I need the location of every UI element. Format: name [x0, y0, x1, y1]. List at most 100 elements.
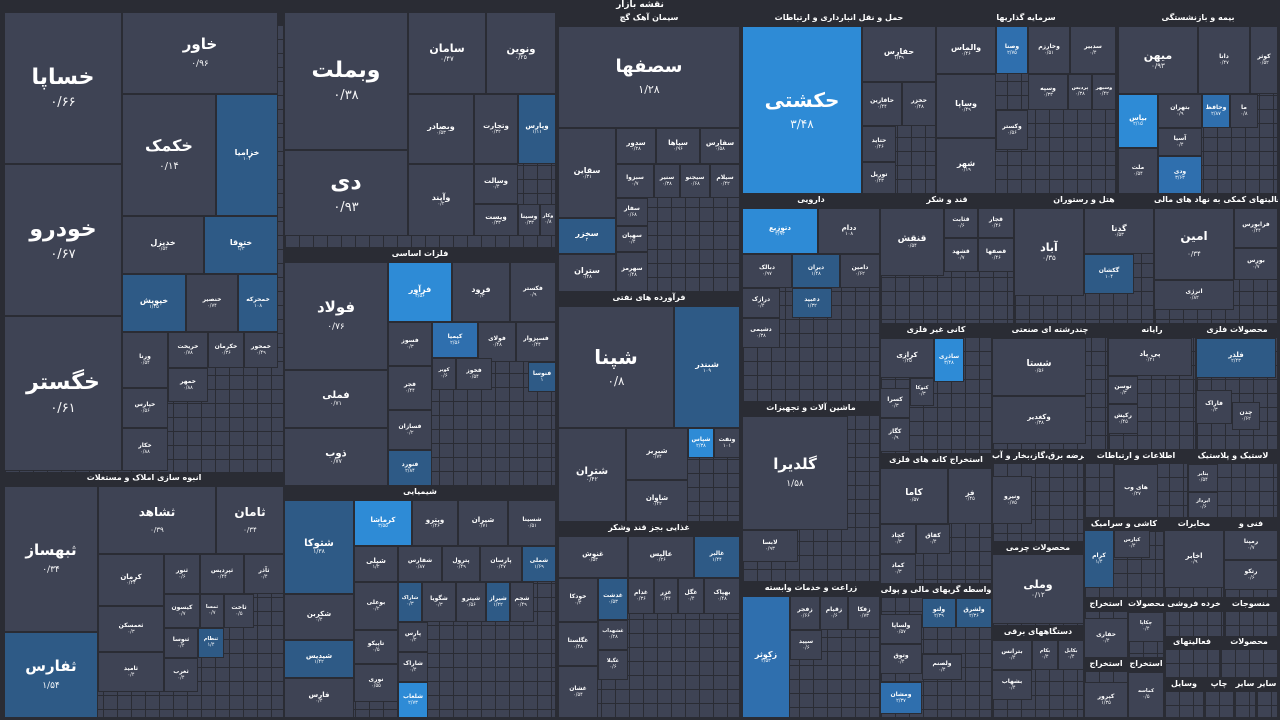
stock-tile[interactable]: دشیمی ۰/۳۸	[742, 318, 780, 348]
stock-tile[interactable]: بکام ۰/۴	[1032, 640, 1058, 670]
stock-tile[interactable]: فرود ۰/۳	[452, 262, 510, 322]
stock-tile[interactable]: وتجارت ۰/۳۲	[474, 94, 518, 164]
stock-tile[interactable]: کچاد ۰/۳	[880, 524, 916, 554]
stock-tile[interactable]: فرآور ۳/۵۶	[388, 262, 452, 322]
stock-tile[interactable]: غشان ۰/۵۴	[558, 666, 598, 718]
stock-tile[interactable]: کیمیا ۲/۵۶	[432, 322, 478, 358]
stock-tile[interactable]: شیدیس ۱/۴۲	[284, 640, 354, 678]
stock-tile[interactable]: شهر ۰/۱۹	[936, 138, 996, 194]
stock-tile[interactable]: گکشان ۱۰۴	[1084, 254, 1134, 294]
stock-tile[interactable]: شبندر ۱۰۹	[674, 306, 740, 428]
stock-tile[interactable]: شسینا ۰/۵۱	[508, 500, 556, 546]
stock-tile[interactable]: سنیر ۰/۳۸	[654, 164, 680, 198]
stock-tile[interactable]: شلعاب ۲/۷۳	[398, 682, 428, 718]
stock-tile[interactable]: میهن ۰/۹۳	[1118, 26, 1198, 94]
stock-tile[interactable]: خریخت ۰/۷۸	[168, 332, 208, 368]
stock-tile[interactable]: رکیش ۰/۴۵	[1108, 404, 1138, 434]
stock-tile[interactable]: غدام ۰/۳۶	[628, 578, 654, 614]
stock-tile[interactable]: ددام ۱۰۸	[818, 208, 880, 254]
stock-tile[interactable]: کسرا ۰/۳	[880, 388, 910, 418]
stock-tile[interactable]: نوری ۰/۵۵	[354, 664, 398, 702]
stock-tile[interactable]: فجر ۰/۴۴	[388, 366, 432, 410]
stock-tile[interactable]: ومشان ۲/۳۷	[880, 682, 922, 714]
stock-tile[interactable]: تاپیکو ۰/۵	[354, 630, 398, 664]
stock-tile[interactable]: کماسه ۰/۵	[1128, 672, 1164, 718]
stock-tile[interactable]: فسوز ۰/۳	[388, 322, 432, 366]
stock-tile[interactable]: ساذری ۳/۴۸	[934, 338, 964, 382]
stock-tile[interactable]: کپارس ۰/۴	[1114, 530, 1150, 558]
stock-tile[interactable]: فملی ۰/۷۱	[284, 370, 388, 428]
stock-tile[interactable]: سقاین ۰/۳۱	[558, 128, 616, 218]
stock-tile[interactable]: زفکا ۰/۷۳	[848, 596, 880, 630]
stock-tile[interactable]: سیجنو ۰/۶۸	[680, 164, 710, 198]
stock-tile[interactable]: گلدیرا ۱/۵۸	[742, 416, 848, 530]
stock-tile[interactable]: فارس ۰/۴	[284, 678, 354, 718]
stock-tile[interactable]: خزامیا ۱۰۴	[216, 94, 278, 216]
stock-tile[interactable]: حفارس ۱/۳۹	[862, 26, 936, 82]
stock-tile[interactable]: خمحرکه ۱۰۸	[238, 274, 278, 332]
stock-tile[interactable]: کاما ۰/۵۷	[880, 468, 948, 524]
stock-tile[interactable]: وسالت ۰/۴	[474, 164, 518, 204]
stock-tile[interactable]: شملی ۱/۶۹	[522, 546, 556, 582]
stock-tile[interactable]: ثنوسا ۰/۴	[164, 628, 198, 658]
stock-tile[interactable]: دیران ۱/۴۸	[792, 254, 840, 288]
stock-tile[interactable]: خنصیر ۰/۷۴	[186, 274, 238, 332]
stock-tile[interactable]: حتاید ۰/۴۶	[862, 126, 896, 162]
stock-tile[interactable]: ثآذر ۰/۴	[244, 554, 284, 594]
stock-tile[interactable]: عالیس ۰/۲۶	[628, 536, 694, 578]
stock-tile[interactable]: غالبر ۱/۴۴	[694, 536, 740, 578]
stock-tile[interactable]: دامین ۰/۶۲	[840, 254, 880, 288]
stock-tile[interactable]: خودکا ۰/۴	[558, 578, 598, 622]
stock-tile[interactable]: قنقش ۰/۵۴	[880, 208, 944, 276]
stock-tile[interactable]: ونفت ۱۰۱	[714, 428, 740, 458]
stock-tile[interactable]: فخوز ۰/۵۴	[456, 358, 492, 390]
stock-tile[interactable]: سدبیر ۰/۴	[1070, 26, 1116, 74]
stock-tile[interactable]: ثاخت ۰/۵	[224, 594, 254, 628]
stock-tile[interactable]: توریل ۰/۴۳	[862, 162, 896, 194]
stock-tile[interactable]: شپنا ۰/۸	[558, 306, 674, 428]
stock-tile[interactable]: فولاد ۰/۷۶	[284, 262, 388, 370]
stock-tile[interactable]: سهرمز ۰/۴۸	[616, 252, 648, 292]
stock-tile[interactable]: گدنا ۰/۵۳	[1084, 208, 1154, 254]
stock-tile[interactable]: بکابل ۰/۴	[1058, 640, 1084, 670]
stock-tile[interactable]: خمهر ۰/۸۸	[168, 368, 208, 402]
stock-tile[interactable]: ثنظام ۱/۴	[198, 628, 224, 658]
stock-tile[interactable]: توسن ۰/۳	[1108, 376, 1138, 404]
stock-tile[interactable]: وساپا ۰/۴۹	[936, 74, 996, 138]
stock-tile[interactable]: قشهد ۰/۷	[944, 238, 978, 272]
stock-tile[interactable]: کپرور ۱/۳۵	[1084, 682, 1128, 718]
stock-tile[interactable]: بپاس ۲/۱۵	[1118, 94, 1158, 148]
stock-tile[interactable]: اخابر ۰/۹	[1164, 530, 1224, 588]
stock-tile[interactable]: قجار ۰/۴۶	[978, 208, 1014, 238]
stock-tile[interactable]: ثغرب ۰/۴	[164, 658, 198, 692]
stock-tile[interactable]: کرام ۱/۴	[1084, 530, 1114, 588]
stock-tile[interactable]: ونوین ۰/۲۵	[486, 12, 556, 94]
stock-tile[interactable]: کرازی ۰/۴۵	[880, 338, 934, 378]
stock-tile[interactable]: کماد ۰/۳	[880, 554, 916, 584]
stock-tile[interactable]: خودرو ۰/۶۷	[4, 164, 122, 316]
stock-tile[interactable]: زکوثر ۲/۵۳	[742, 596, 790, 718]
stock-tile[interactable]: ختوقا ۱/۳	[204, 216, 278, 274]
stock-tile[interactable]: غنوش ۰/۵۳	[558, 536, 628, 578]
stock-tile[interactable]: رتکو ۰/۶	[1224, 560, 1278, 590]
stock-tile[interactable]: غشهداب ۰/۲۸	[598, 620, 628, 650]
stock-tile[interactable]: بترانس ۰/۴	[992, 640, 1032, 670]
stock-tile[interactable]: دانا ۰/۴۷	[1198, 26, 1250, 94]
stock-tile[interactable]: وملی ۰/۱۲	[992, 554, 1084, 624]
stock-tile[interactable]: لابسا ۰/۹۳	[742, 530, 798, 562]
stock-tile[interactable]: سامان ۰/۴۷	[408, 12, 486, 94]
stock-tile[interactable]: زفجر ۰/۶۶	[790, 596, 820, 630]
stock-tile[interactable]: شیراز ۱/۲۲	[486, 582, 510, 622]
stock-tile[interactable]: وبصادر ۰/۵۳	[408, 94, 474, 164]
stock-tile[interactable]: کرمان ۰/۴۴	[98, 554, 164, 606]
stock-tile[interactable]: فرابورس ۰/۴۴	[1234, 208, 1278, 248]
stock-tile[interactable]: سپاها ۰/۹۶	[656, 128, 700, 164]
stock-tile[interactable]: وبملت ۰/۳۸	[284, 12, 408, 150]
stock-tile[interactable]: شفارس ۰/۸۷	[398, 546, 442, 582]
stock-tile[interactable]: خدیزل ۰/۵۴	[122, 216, 204, 274]
stock-tile[interactable]: وسینا ۰/۳۳	[518, 204, 540, 236]
stock-tile[interactable]: غزر ۰/۴۴	[654, 578, 678, 614]
stock-tile[interactable]: شکربن ۰/۴	[284, 594, 354, 640]
stock-tile[interactable]: دعبید ۱/۳۲	[792, 288, 832, 318]
stock-tile[interactable]: ودی ۳/۶۳	[1158, 156, 1202, 194]
